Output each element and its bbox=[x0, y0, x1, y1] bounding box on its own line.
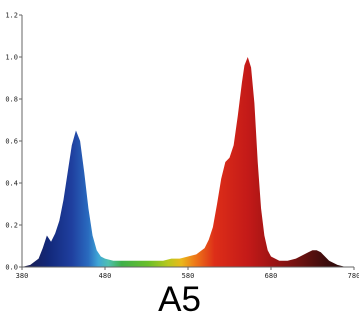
x-tick-label: 380 bbox=[16, 272, 29, 280]
y-tick-label: 1.2 bbox=[5, 12, 18, 20]
y-tick-label: 0.0 bbox=[5, 264, 18, 272]
y-tick-label: 0.6 bbox=[5, 138, 18, 146]
spectrum-area bbox=[22, 57, 354, 267]
x-tick-label: 680 bbox=[265, 272, 278, 280]
x-tick-label: 580 bbox=[182, 272, 195, 280]
chart-title: A5 bbox=[158, 280, 201, 319]
axes: 0.0 0.2 0.4 0.6 0.8 1.0 1.2 380 480 580 680 780 bbox=[5, 12, 359, 281]
x-tick-label: 480 bbox=[99, 272, 112, 280]
y-tick-label: 0.2 bbox=[5, 222, 18, 230]
x-tick-label: 780 bbox=[348, 272, 359, 280]
y-tick-label: 1.0 bbox=[5, 54, 18, 62]
plot-area bbox=[22, 57, 354, 267]
y-tick-label: 0.4 bbox=[5, 180, 18, 188]
y-tick-label: 0.8 bbox=[5, 96, 18, 104]
